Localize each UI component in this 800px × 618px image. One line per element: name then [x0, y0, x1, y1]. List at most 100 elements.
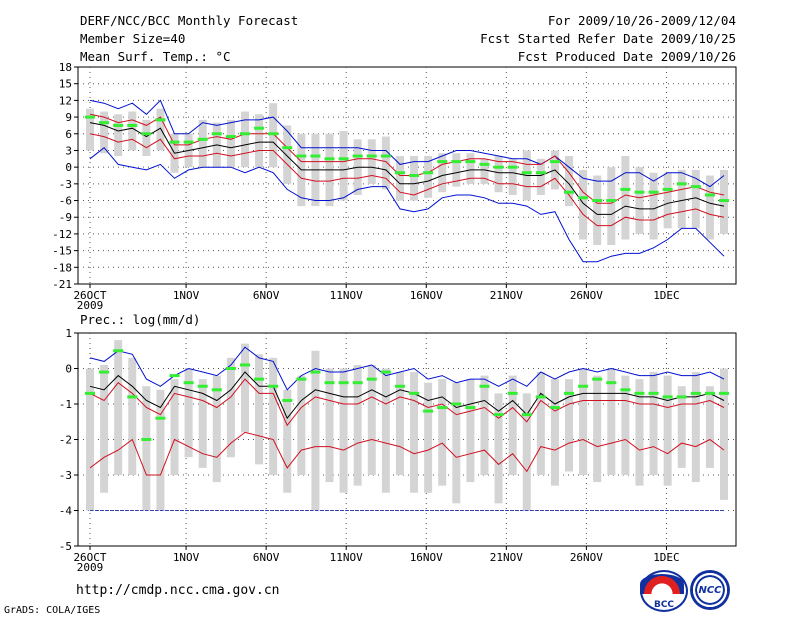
panel2-box-bar	[226, 357, 235, 458]
panel1-median-mark	[113, 123, 124, 127]
panel2-box-bar	[649, 372, 658, 475]
panel2-median-mark	[282, 398, 293, 402]
panel2-median-mark	[113, 349, 124, 353]
panel2-median-mark	[310, 370, 321, 374]
panel2-box-bar	[424, 382, 433, 493]
panel1-box-bar	[663, 172, 672, 229]
panel2-median-mark	[493, 413, 504, 417]
panel2-ytick-label: -4	[59, 505, 73, 518]
panel1-box-bar	[410, 156, 419, 201]
panel1-ytick-label: -3	[59, 178, 72, 191]
panel2-median-mark	[521, 413, 532, 417]
panel1-box-bar	[691, 169, 700, 229]
panel1-xtick-label: 26OCT	[73, 289, 106, 302]
panel1-median-mark	[690, 185, 701, 189]
panel1-median-mark	[155, 118, 166, 122]
panel2-box-bar	[579, 368, 588, 475]
panel2-median-mark	[704, 391, 715, 395]
panel2-median-mark	[85, 391, 95, 395]
panel2-box-bar	[565, 379, 574, 472]
panel1-max-line	[89, 99, 725, 188]
panel1-box-bar	[255, 114, 264, 168]
panel2-box-bar	[452, 382, 461, 504]
panel2-median-mark	[451, 402, 462, 406]
panel2-median-mark	[366, 377, 377, 381]
panel2-xtick-label: 1DEC	[653, 551, 680, 564]
panel2-box-bar	[395, 372, 404, 475]
panel2-ytick-label: 0	[65, 363, 72, 376]
panel1-median-mark	[282, 146, 293, 150]
panel2-box-bar	[677, 386, 686, 468]
panel1-box-bar	[367, 139, 376, 184]
panel2-box-bar	[283, 389, 292, 493]
panel1-ytick-label: 18	[59, 61, 72, 74]
panel1-mean-line	[89, 122, 725, 215]
panel2-box-bar	[170, 379, 179, 475]
panel1-median-mark	[141, 132, 152, 136]
panel2-median-mark	[211, 388, 222, 392]
panel1-ytick-label: -18	[52, 261, 72, 274]
panel1-median-mark	[394, 171, 405, 175]
panel1-median-mark	[211, 132, 222, 136]
panel2-box-bar	[100, 364, 109, 493]
panel1-median-mark	[324, 157, 335, 161]
panel1-ytick-label: 0	[65, 161, 72, 174]
panel1-xtick-label: 1NOV	[173, 289, 200, 302]
panel1-box-bar	[649, 172, 658, 240]
panel2-ytick-label: -5	[59, 540, 72, 553]
panel2-box-bar	[325, 368, 334, 483]
panel2-ytick-label: -3	[59, 469, 72, 482]
panel2-box-bar	[705, 386, 714, 468]
panel2-upper-line	[89, 378, 725, 427]
panel1-box-bar	[593, 175, 602, 246]
panel1-box-bar	[452, 153, 461, 187]
panel2-box-bar	[156, 389, 165, 511]
panel2-year-label: 2009	[77, 561, 104, 574]
panel1-median-mark	[127, 123, 138, 127]
panel1-median-mark	[380, 154, 391, 158]
panel2-median-mark	[352, 381, 363, 385]
panel1-year-label: 2009	[77, 299, 104, 312]
panel2-box-bar	[663, 375, 672, 486]
panel1-median-mark	[592, 199, 603, 203]
panel1-box-bar	[128, 111, 137, 151]
panel2-median-mark	[169, 374, 180, 378]
panel2-box-bar	[410, 372, 419, 493]
panel1-ytick-label: 12	[59, 94, 72, 107]
panel1-median-mark	[183, 140, 194, 144]
panel1-median-mark	[578, 196, 589, 200]
panel1-median-mark	[197, 137, 208, 141]
panel2-median-mark	[141, 438, 152, 441]
panel2-box-bar	[311, 350, 320, 511]
member-size: Member Size=40	[80, 31, 186, 46]
panel1-median-mark	[296, 154, 307, 158]
panel2-box-bar	[635, 379, 644, 486]
panel2-median-mark	[239, 363, 250, 367]
fcst-started-date: Fcst Started Refer Date 2009/10/25	[480, 31, 736, 46]
chart-title: DERF/NCC/BCC Monthly Forecast	[80, 13, 299, 28]
panel2-box-bar	[142, 386, 151, 511]
panel2-box-bar	[255, 354, 264, 465]
panel2-median-mark	[592, 377, 603, 381]
variable-label: Mean Surf. Temp.: °C	[80, 49, 231, 64]
panel1-box-bar	[480, 158, 489, 184]
panel2-box-bar	[438, 379, 447, 486]
panel2-box-bar	[536, 372, 545, 475]
panel1-box-bar	[677, 169, 686, 229]
panel2-median-mark	[268, 384, 279, 388]
panel1-median-mark	[662, 187, 673, 191]
source-url[interactable]: http://cmdp.ncc.cma.gov.cn	[76, 583, 280, 598]
fcst-produced-date: Fcst Produced Date 2009/10/26	[517, 49, 736, 64]
panel2-median-mark	[465, 406, 476, 410]
panel1-xtick-label: 11NOV	[330, 289, 363, 302]
panel2-box-bar	[353, 364, 362, 486]
panel2-median-mark	[338, 381, 349, 385]
panel2-mean-line	[89, 371, 725, 420]
panel2-median-mark	[99, 370, 110, 374]
panel1-box-bar	[424, 156, 433, 198]
bcc-logo-text: BCC	[653, 600, 675, 610]
panel2-median-mark	[394, 384, 405, 388]
panel1-box-bar	[226, 119, 235, 168]
panel2-ytick-label: -1	[59, 398, 72, 411]
panel2-median-mark	[197, 384, 208, 388]
